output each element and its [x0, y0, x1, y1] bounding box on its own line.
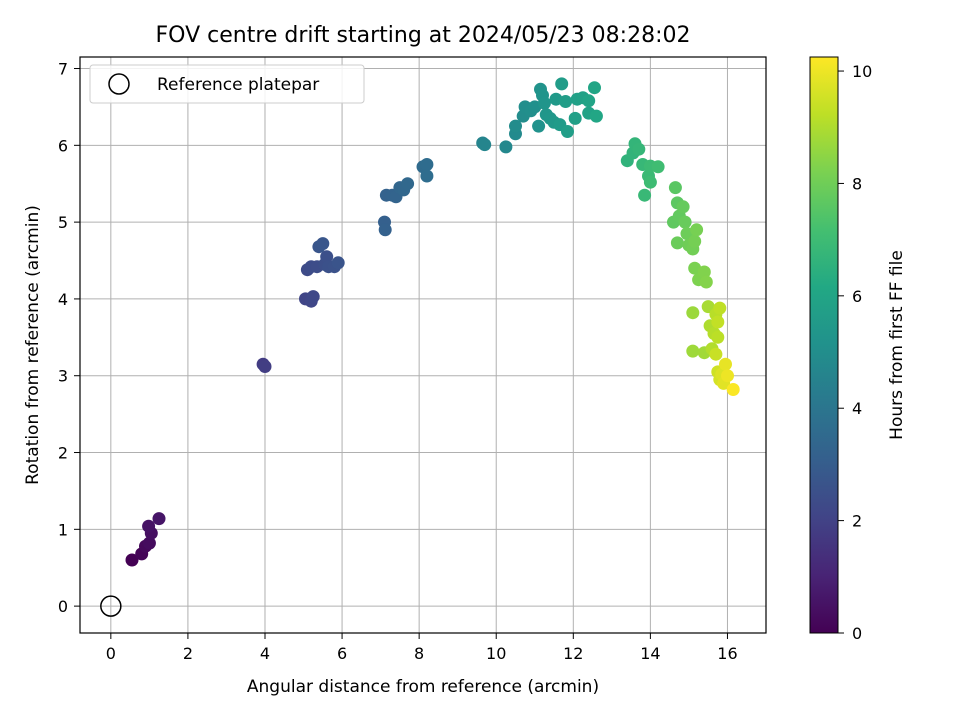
colorbar: 0 2 4 6 8 10 Hours from first FF file — [809, 56, 907, 643]
x-tick-label: 8 — [414, 644, 424, 663]
data-point — [568, 111, 582, 125]
data-point — [499, 140, 513, 154]
plot-frame — [79, 56, 767, 634]
x-tick-label: 2 — [183, 644, 193, 663]
colorbar-tick-label: 8 — [852, 174, 862, 193]
data-point — [125, 553, 139, 567]
chart-title: FOV centre drift starting at 2024/05/23 … — [156, 23, 691, 48]
data-point — [699, 275, 713, 289]
y-tick-label: 7 — [58, 60, 68, 79]
y-axis-label: Rotation from reference (arcmin) — [23, 205, 43, 485]
data-points — [125, 77, 740, 567]
data-point — [142, 519, 156, 533]
data-point — [306, 290, 320, 304]
colorbar-tick-label: 10 — [852, 62, 872, 81]
data-point — [686, 306, 700, 320]
data-point — [697, 265, 711, 279]
colorbar-ticks: 0 2 4 6 8 10 — [838, 62, 872, 643]
colorbar-label: Hours from first FF file — [887, 250, 907, 440]
data-point — [719, 357, 732, 371]
data-point — [690, 223, 704, 237]
data-point — [651, 160, 665, 174]
data-point — [401, 177, 415, 191]
data-point — [142, 536, 156, 550]
data-point — [713, 301, 727, 315]
data-point — [711, 315, 725, 329]
data-point — [561, 125, 574, 138]
data-point — [331, 256, 345, 270]
y-tick-label: 3 — [58, 367, 68, 386]
colorbar-gradient — [809, 56, 839, 634]
data-point — [420, 158, 434, 171]
y-tick-label: 0 — [58, 597, 68, 616]
data-point — [555, 77, 569, 91]
data-point — [726, 383, 740, 396]
data-point — [711, 330, 725, 344]
x-tick-label: 6 — [337, 644, 347, 663]
data-point — [643, 175, 657, 189]
data-point — [678, 215, 692, 229]
data-point — [686, 344, 700, 358]
reference-marker — [100, 595, 122, 617]
data-point — [721, 369, 734, 383]
grid — [80, 57, 766, 633]
data-point — [709, 347, 723, 361]
x-tick-label: 14 — [640, 644, 660, 663]
data-point — [670, 236, 684, 250]
data-point — [320, 250, 334, 264]
y-tick-label: 6 — [58, 136, 68, 155]
x-tick-label: 4 — [260, 644, 270, 663]
x-tick-label: 12 — [563, 644, 583, 663]
data-point — [632, 142, 646, 156]
data-point — [668, 181, 682, 195]
reference-platepar-marker — [100, 595, 122, 617]
data-point — [316, 237, 330, 251]
data-point — [688, 234, 702, 248]
data-point — [676, 200, 690, 214]
y-tick-label: 4 — [58, 290, 68, 309]
data-point — [559, 95, 573, 108]
data-point — [152, 512, 166, 526]
x-axis-label: Angular distance from reference (arcmin) — [247, 677, 599, 697]
colorbar-tick-label: 4 — [852, 399, 862, 418]
x-tick-label: 16 — [717, 644, 737, 663]
data-point — [420, 169, 434, 183]
y-tick-label: 1 — [58, 520, 68, 539]
colorbar-tick-label: 2 — [852, 512, 862, 531]
data-point — [537, 96, 551, 110]
data-point — [588, 81, 601, 95]
data-point — [378, 223, 392, 237]
data-point — [582, 94, 596, 108]
x-tick-label: 0 — [106, 644, 116, 663]
colorbar-tick-label: 0 — [852, 624, 862, 643]
data-point — [258, 360, 272, 373]
legend: Reference platepar — [89, 64, 365, 104]
x-tick-label: 10 — [486, 644, 506, 663]
data-point — [509, 119, 522, 133]
legend-box — [89, 64, 365, 104]
y-tick-label: 2 — [58, 444, 68, 463]
data-point — [589, 109, 603, 123]
legend-marker — [108, 73, 130, 95]
colorbar-tick-label: 6 — [852, 287, 862, 306]
data-point — [478, 138, 492, 152]
data-point — [638, 188, 652, 202]
y-tick-label: 5 — [58, 213, 68, 232]
data-point — [532, 119, 546, 133]
legend-label: Reference platepar — [157, 75, 319, 95]
